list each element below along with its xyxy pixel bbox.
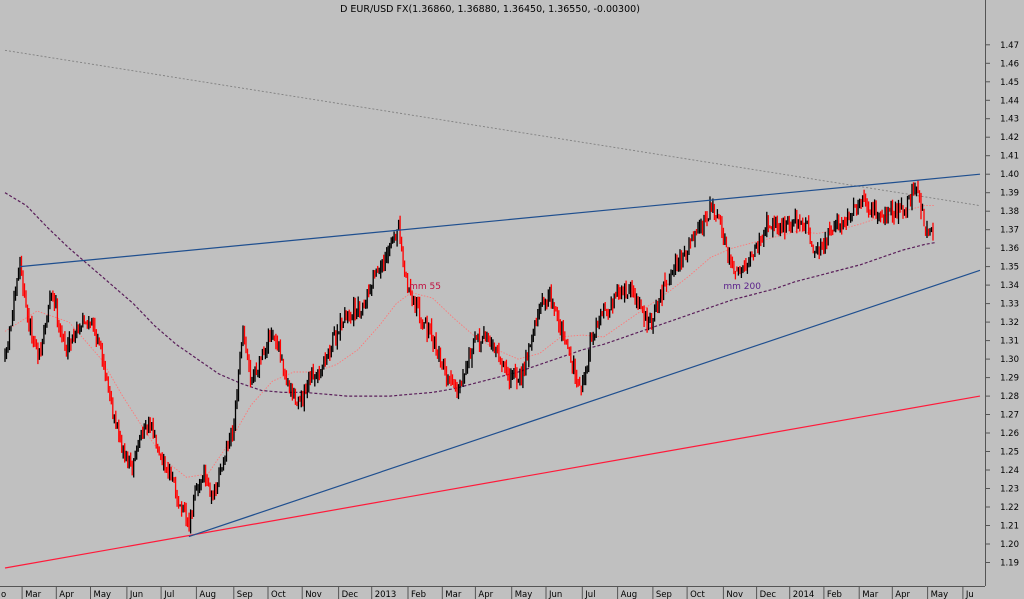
x-tick-label: 2014: [793, 590, 815, 599]
long-term-support-line: [4, 395, 981, 569]
y-tick-label: 1.34: [1000, 281, 1019, 291]
x-tick-label: Nov: [726, 590, 743, 599]
y-tick-label: 1.25: [1000, 448, 1019, 458]
y-tick-label: 1.37: [1000, 226, 1019, 236]
long-term-resistance-line: [4, 49, 981, 207]
x-edge-label: o: [1, 590, 6, 599]
x-tick-label: Aug: [621, 590, 638, 599]
price-axis: 1.19 1.20 1.21 1.22 1.23 1.24 1.25 1.26 1.27 1.28…: [985, 0, 1019, 586]
y-tick-label: 1.46: [1000, 59, 1019, 69]
y-tick-label: 1.39: [1000, 189, 1019, 199]
x-tick-label: Nov: [305, 590, 322, 599]
mm-200-label: mm 200: [723, 282, 761, 292]
support-line: [188, 269, 981, 538]
y-tick-label: 1.31: [1000, 337, 1019, 347]
y-tick-label: 1.21: [1000, 522, 1019, 532]
x-tick-label: Dec: [760, 590, 777, 599]
long-term-trendlines: [4, 49, 981, 569]
x-tick-label: Mar: [445, 590, 462, 599]
x-tick-label: Apr: [59, 590, 74, 599]
y-tick-label: 1.47: [1000, 41, 1019, 51]
x-tick-label: May: [515, 590, 533, 599]
y-tick-label: 1.27: [1000, 411, 1019, 421]
y-tick-label: 1.45: [1000, 78, 1019, 88]
chart-title: D EUR/USD FX(1.36860, 1.36880, 1.36450, …: [340, 4, 640, 15]
y-tick-label: 1.28: [1000, 392, 1019, 402]
y-tick-label: 1.44: [1000, 96, 1019, 106]
x-tick-label: Sep: [656, 590, 672, 599]
x-tick-label: Feb: [827, 590, 842, 599]
y-tick-label: 1.29: [1000, 374, 1019, 384]
x-tick-label: Mar: [862, 590, 879, 599]
x-tick-label: Sep: [237, 590, 253, 599]
x-tick-label: Aug: [199, 590, 216, 599]
x-tick-label: Apr: [895, 590, 910, 599]
y-tick-label: 1.32: [1000, 318, 1019, 328]
x-tick-label: Mar: [25, 590, 42, 599]
y-tick-label: 1.22: [1000, 503, 1019, 513]
x-tick-label: Jun: [548, 590, 562, 599]
x-tick-label: Dec: [342, 590, 359, 599]
time-axis: o Mar Apr May Jun Jul Aug Sep Oct Nov Dec 2013 Feb Ma…: [0, 586, 985, 599]
y-tick-label: 1.30: [1000, 355, 1019, 365]
y-tick-label: 1.23: [1000, 485, 1019, 495]
y-tick-label: 1.19: [1000, 559, 1019, 569]
price-candles: [4, 180, 934, 534]
y-tick-label: 1.38: [1000, 207, 1019, 217]
y-tick-label: 1.24: [1000, 466, 1019, 476]
y-tick-label: 1.41: [1000, 152, 1019, 162]
annotations: mm 55 mm 200: [409, 282, 761, 292]
x-tick-label: Jul: [163, 590, 174, 599]
x-tick-label: May: [94, 590, 112, 599]
y-tick-label: 1.36: [1000, 244, 1019, 254]
mm-55-label: mm 55: [409, 282, 441, 292]
y-tick-label: 1.20: [1000, 540, 1019, 550]
x-tick-label: Ju: [965, 590, 974, 599]
x-tick-label: Oct: [690, 590, 705, 599]
resistance-line: [19, 173, 981, 268]
y-tick-label: 1.33: [1000, 300, 1019, 310]
x-tick-label: 2013: [375, 590, 397, 599]
y-tick-label: 1.35: [1000, 263, 1019, 273]
y-tick-label: 1.43: [1000, 115, 1019, 125]
y-tick-label: 1.42: [1000, 133, 1019, 143]
mm-200-line: [4, 192, 936, 397]
y-tick-label: 1.40: [1000, 170, 1019, 180]
x-tick-label: Oct: [271, 590, 286, 599]
x-tick-label: Jul: [584, 590, 595, 599]
y-tick-label: 1.26: [1000, 429, 1019, 439]
x-tick-label: Feb: [411, 590, 426, 599]
x-tick-label: May: [931, 590, 949, 599]
x-tick-label: Jun: [129, 590, 143, 599]
x-tick-label: Apr: [478, 590, 493, 599]
channel-trendlines: [19, 173, 981, 538]
